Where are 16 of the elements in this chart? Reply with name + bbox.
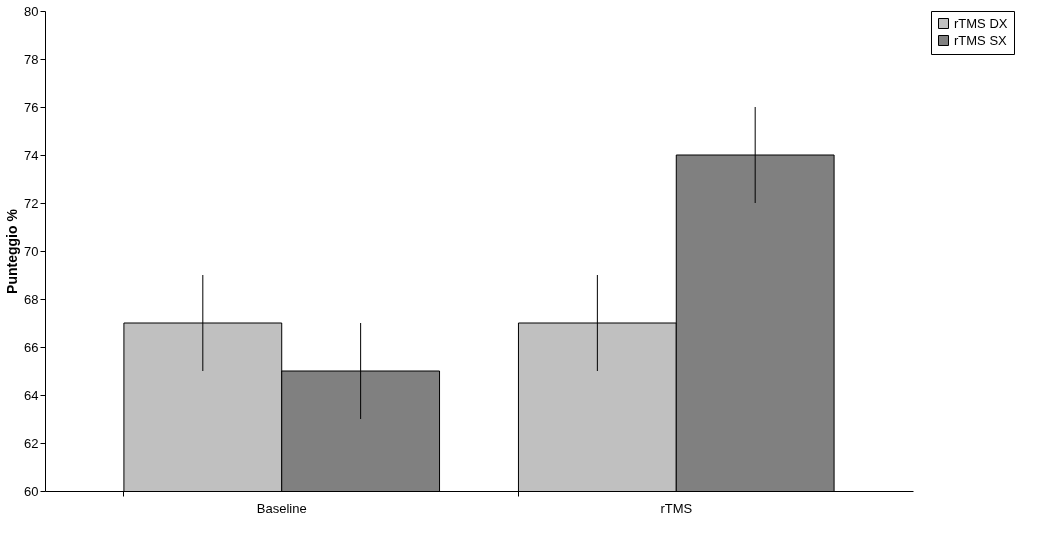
y-tick-label: 76 — [24, 99, 39, 115]
y-tick-label: 74 — [24, 147, 39, 163]
y-tick-label: 60 — [24, 483, 39, 499]
y-tick-label: 78 — [24, 51, 39, 67]
y-axis-title: Punteggio % — [4, 208, 21, 294]
y-tick-label: 70 — [24, 243, 39, 259]
legend-label: rTMS DX — [954, 15, 1008, 31]
y-tick-label: 72 — [24, 195, 39, 211]
x-tick-label: Baseline — [256, 500, 307, 516]
y-tick-label: 62 — [24, 435, 39, 451]
y-tick-label: 68 — [24, 291, 39, 307]
y-tick-label: 80 — [24, 3, 39, 19]
legend-label: rTMS SX — [954, 32, 1008, 48]
y-tick-label: 66 — [24, 339, 39, 355]
x-tick-label: rTMS — [660, 500, 693, 516]
y-tick-label: 64 — [24, 387, 39, 403]
